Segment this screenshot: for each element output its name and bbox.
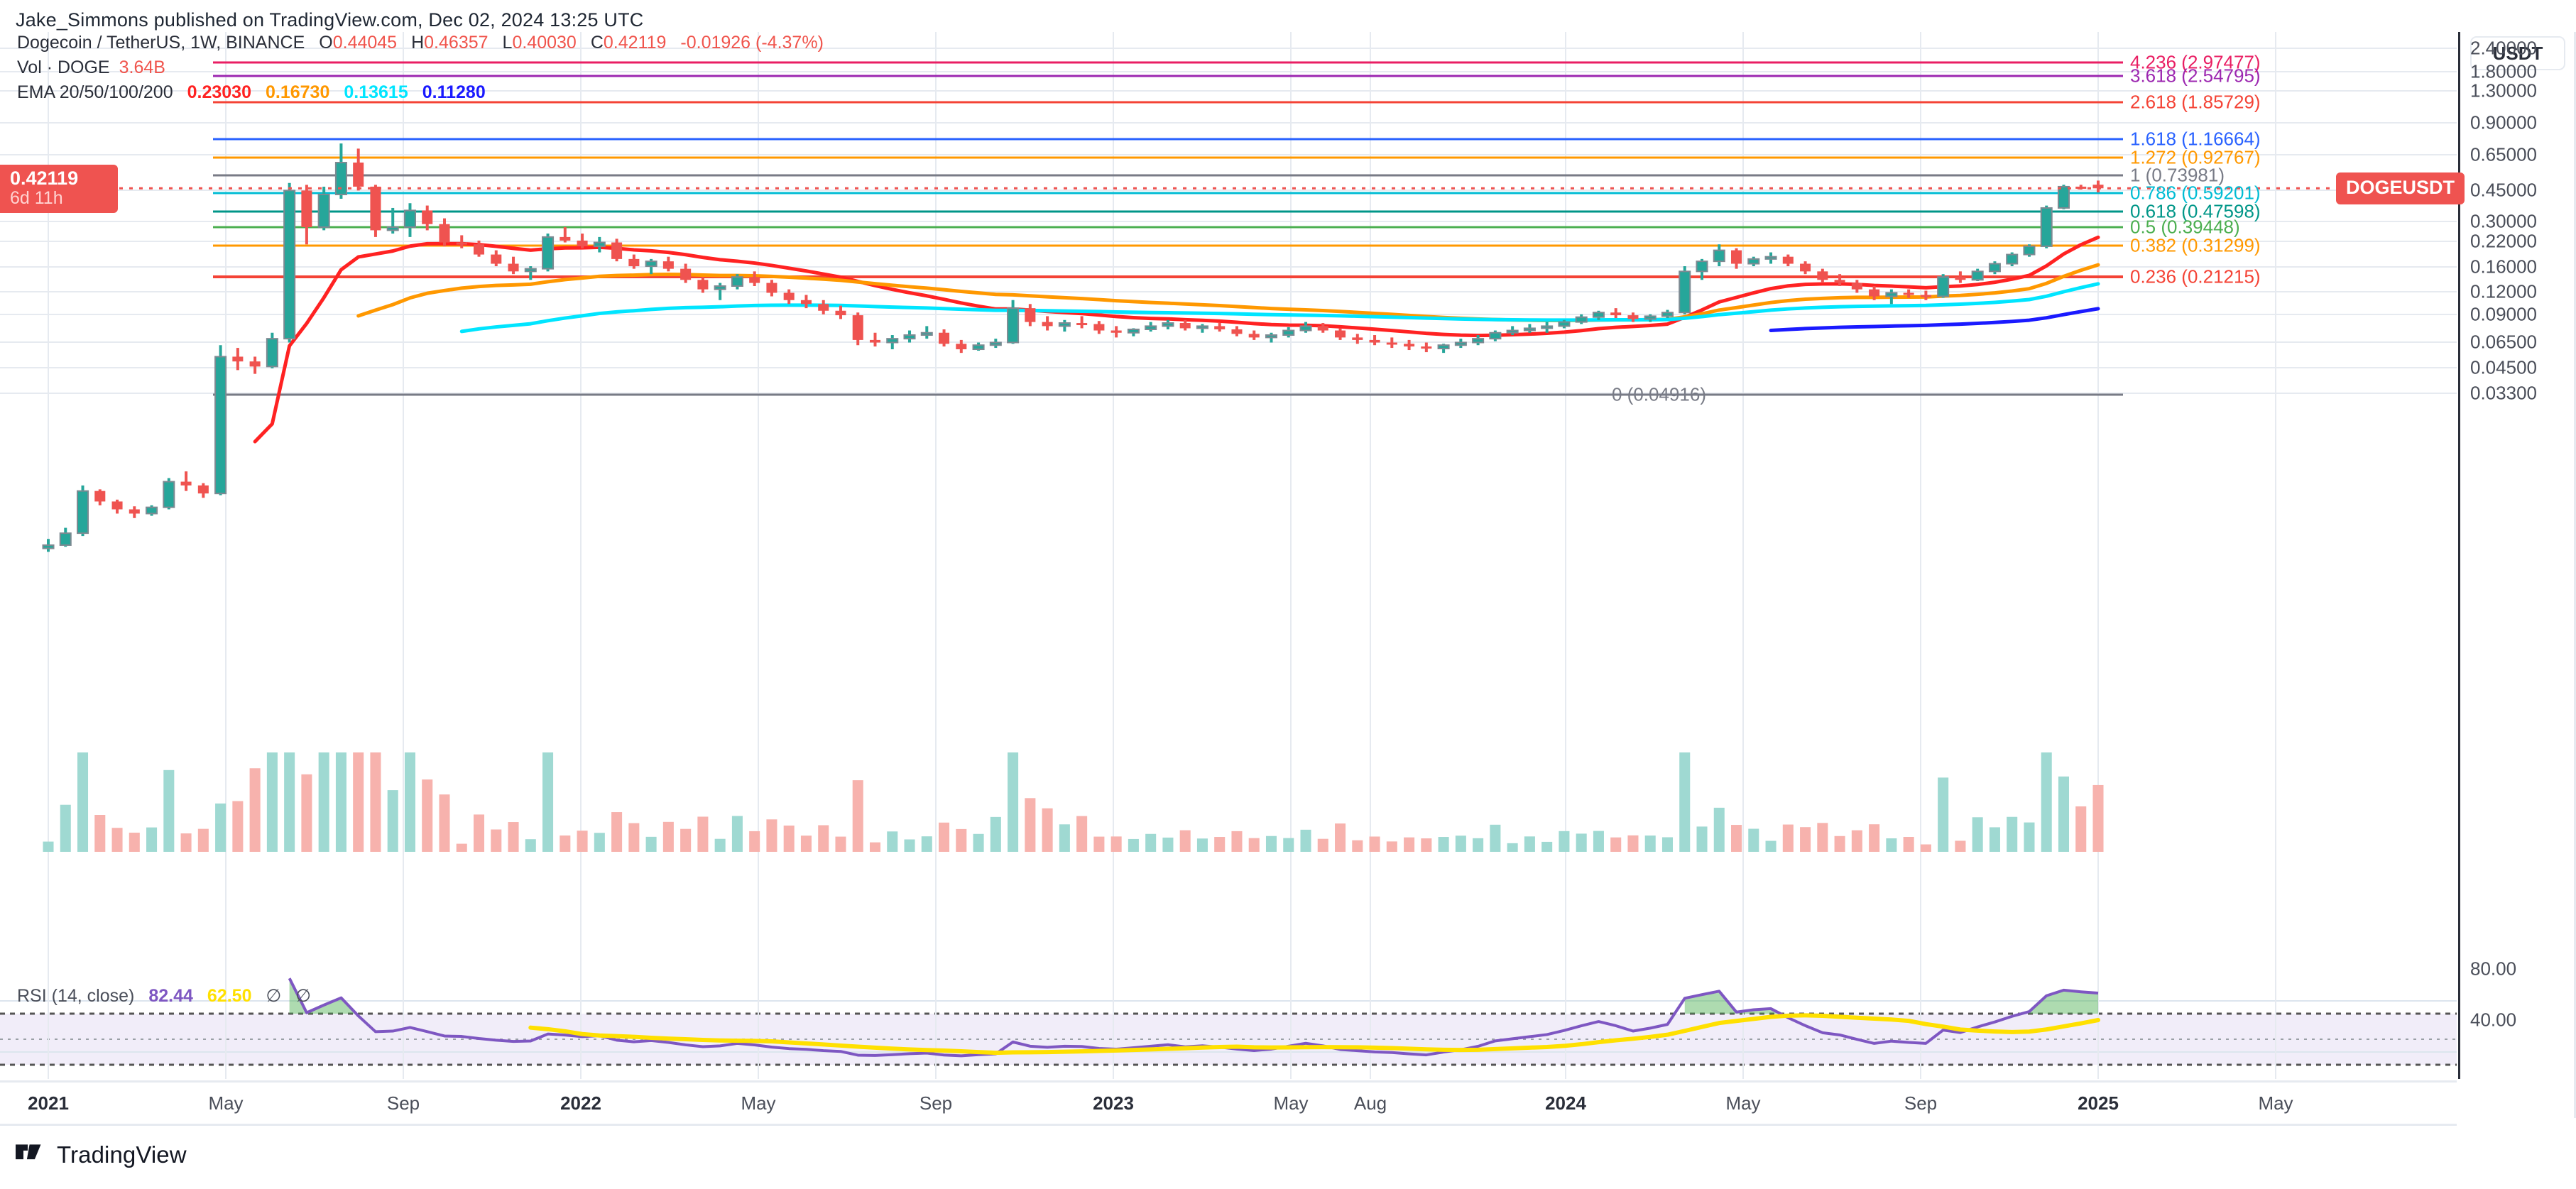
- price-scale-tick: 0.90000: [2470, 111, 2537, 133]
- price-scale-tick: 1.30000: [2470, 80, 2537, 102]
- time-scale-tick: 2025: [2078, 1092, 2119, 1114]
- fib-level-label: 0 (0.04916): [1612, 383, 1706, 405]
- current-price-badge: 0.42119 6d 11h: [0, 165, 118, 214]
- price-scale-tick: 0.04500: [2470, 356, 2537, 378]
- fib-level-label: 1.618 (1.16664): [2130, 128, 2261, 150]
- rsi-pane[interactable]: [0, 972, 2457, 1079]
- ticker-badge: DOGEUSDT: [2336, 172, 2465, 205]
- time-scale-tick: Sep: [919, 1092, 953, 1114]
- time-scale-tick: May: [741, 1092, 776, 1114]
- tradingview-footer: TradingView: [16, 1141, 187, 1168]
- time-scale-tick: Sep: [1904, 1092, 1938, 1114]
- fib-level-label: 0.618 (0.47598): [2130, 200, 2261, 222]
- price-scale-tick: 0.09000: [2470, 303, 2537, 325]
- time-scale-tick: 2021: [28, 1092, 69, 1114]
- price-chart-canvas: [0, 32, 2457, 972]
- price-scale-tick: 0.65000: [2470, 143, 2537, 165]
- fib-level-label: 2.618 (1.85729): [2130, 91, 2261, 113]
- price-pane[interactable]: [0, 32, 2457, 972]
- price-scale[interactable]: USDT 2.40000 1.80000 1.30000 0.90000 0.65000…: [2458, 32, 2576, 1079]
- fib-level-label: 3.618 (2.54795): [2130, 65, 2261, 87]
- price-scale-tick: 2.40000: [2470, 37, 2537, 59]
- chart-frame[interactable]: [0, 32, 2457, 1079]
- rsi-chart-canvas: [0, 972, 2457, 1079]
- rsi-scale-tick: 40.00: [2470, 1009, 2517, 1031]
- fib-level-label: 4.236 (2.97477): [2130, 51, 2261, 73]
- tradingview-brand-text: TradingView: [57, 1141, 187, 1168]
- time-scale-tick: Sep: [386, 1092, 420, 1114]
- time-scale-tick: May: [1725, 1092, 1761, 1114]
- time-scale-tick: 2024: [1545, 1092, 1586, 1114]
- price-scale-tick: 0.22000: [2470, 230, 2537, 252]
- fib-level-label: 0.5 (0.39448): [2130, 216, 2240, 238]
- fib-level-label: 1 (0.73981): [2130, 164, 2225, 186]
- price-scale-tick: 0.03300: [2470, 382, 2537, 404]
- time-scale-tick: May: [1273, 1092, 1309, 1114]
- time-scale-tick: 2022: [560, 1092, 601, 1114]
- time-scale-tick: 2023: [1093, 1092, 1134, 1114]
- scale-divider: [2574, 32, 2576, 1118]
- price-scale-tick: 0.16000: [2470, 256, 2537, 278]
- price-scale-tick: 1.80000: [2470, 60, 2537, 82]
- currency-unit-chip[interactable]: USDT: [2470, 36, 2565, 70]
- fib-level-label: 0.786 (0.59201): [2130, 182, 2261, 204]
- price-scale-tick: 0.30000: [2470, 210, 2537, 232]
- rsi-scale-tick: 80.00: [2470, 958, 2517, 980]
- current-price-value: 0.42119: [10, 168, 79, 190]
- time-scale-tick: May: [208, 1092, 244, 1114]
- price-scale-tick: 0.12000: [2470, 280, 2537, 302]
- price-scale-tick: 0.45000: [2470, 179, 2537, 201]
- fib-level-label: 0.236 (0.21215): [2130, 265, 2261, 287]
- time-scale[interactable]: 2021 May Sep 2022 May Sep 2023 May Aug 2024 May Sep…: [0, 1080, 2457, 1126]
- price-scale-tick: 0.06500: [2470, 331, 2537, 353]
- tradingview-logo-icon: [16, 1144, 41, 1160]
- time-scale-tick: Aug: [1353, 1092, 1387, 1114]
- fib-level-label: 1.272 (0.92767): [2130, 146, 2261, 168]
- bar-countdown: 6d 11h: [10, 188, 63, 209]
- attribution-text: Jake_Simmons published on TradingView.co…: [16, 9, 644, 31]
- time-scale-tick: May: [2258, 1092, 2293, 1114]
- fib-level-label: 0.382 (0.31299): [2130, 234, 2261, 256]
